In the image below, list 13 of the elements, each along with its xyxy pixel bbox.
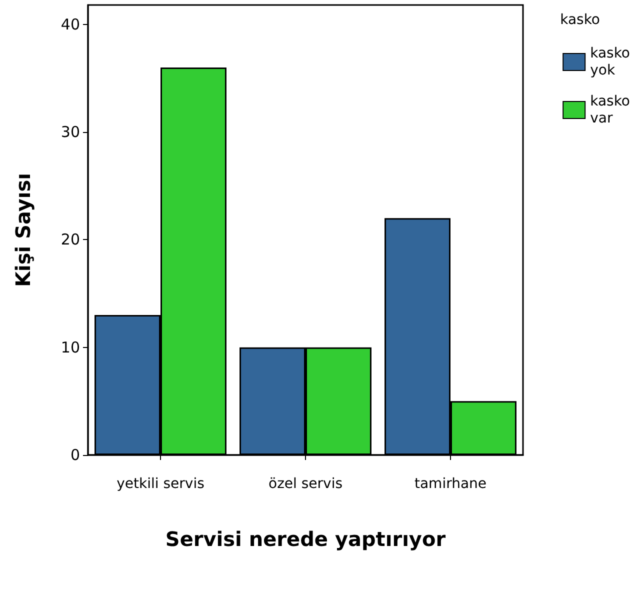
y-axis-title: Kişi Sayısı xyxy=(11,172,35,288)
legend-label: kasko yok xyxy=(590,46,630,78)
y-tick-label: 30 xyxy=(60,123,80,142)
x-axis-title: Servisi nerede yaptırıyor xyxy=(165,527,446,551)
x-tick-label: tamirhane xyxy=(414,476,487,492)
x-tick-label: özel servis xyxy=(268,476,342,492)
y-tick-label: 20 xyxy=(60,230,80,249)
y-tick-label: 10 xyxy=(60,338,80,356)
legend-title: kasko xyxy=(560,12,600,28)
y-tick-label: 40 xyxy=(60,15,80,34)
x-tick-label: yetkili servis xyxy=(116,476,204,492)
legend-label: kasko var xyxy=(590,94,630,126)
y-tick-label: 0 xyxy=(70,446,80,464)
